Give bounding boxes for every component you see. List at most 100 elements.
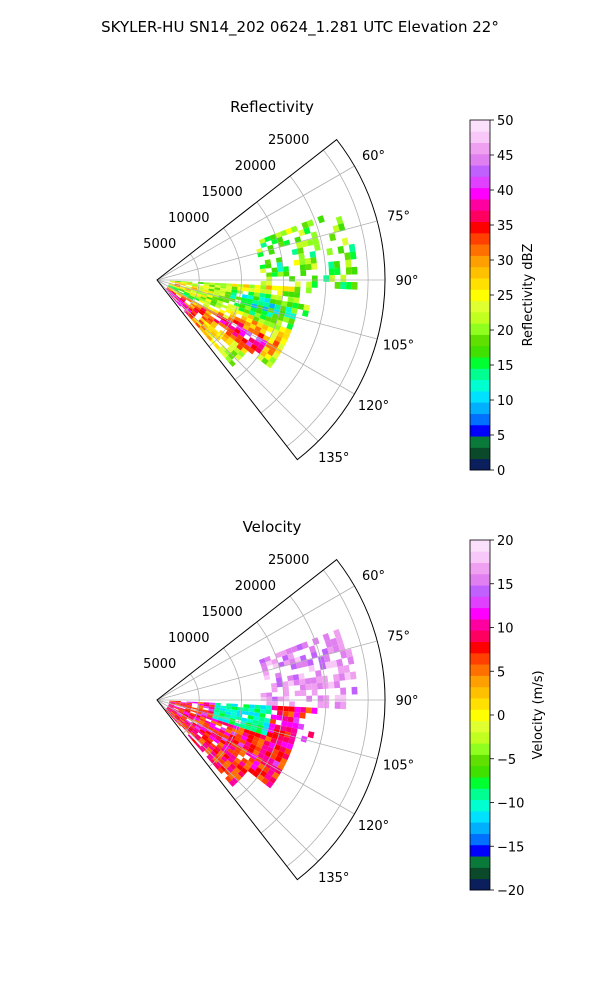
echo-cell	[235, 733, 243, 739]
echo-cell	[210, 750, 217, 757]
colorbar-segment	[470, 720, 490, 733]
echo-cell	[236, 290, 243, 295]
echo-cell	[243, 764, 251, 771]
echo-cell	[337, 245, 345, 254]
echo-cell	[208, 752, 215, 760]
echo-cell	[349, 671, 357, 680]
echo-cell	[173, 707, 180, 711]
echo-cell	[280, 720, 288, 727]
echo-cell	[290, 727, 298, 735]
echo-cell	[268, 303, 276, 309]
echo-cell	[248, 711, 255, 717]
colorbar-segment	[470, 540, 490, 552]
echo-cell	[288, 706, 295, 713]
echo-cell	[247, 715, 254, 720]
echo-cell	[180, 702, 187, 704]
echo-cell	[235, 716, 242, 721]
echo-cell	[189, 713, 195, 718]
echo-cell	[169, 281, 176, 283]
echo-cell	[270, 317, 278, 325]
echo-cell	[191, 318, 197, 324]
echo-cell	[250, 763, 258, 771]
echo-cell	[174, 296, 179, 301]
echo-cell	[203, 284, 210, 287]
echo-cell	[222, 324, 230, 331]
echo-cell	[183, 721, 190, 727]
colorbar-segment	[470, 334, 490, 347]
echo-cell	[226, 283, 233, 287]
echo-cell	[167, 705, 174, 709]
colorbar-segment	[470, 311, 490, 324]
range-ring	[182, 253, 200, 314]
echo-cell	[265, 709, 272, 715]
echo-cell	[275, 299, 282, 306]
echo-cell	[292, 722, 299, 729]
colorbar-segment	[470, 731, 490, 744]
echo-cell	[268, 356, 277, 365]
echo-cell	[196, 320, 203, 327]
echo-cell	[217, 347, 225, 354]
echo-cell	[340, 694, 347, 702]
echo-cell	[268, 322, 276, 329]
echo-cell	[241, 294, 249, 299]
echo-cell	[271, 771, 280, 780]
echo-cell	[225, 291, 232, 296]
echo-cell	[168, 713, 174, 719]
colorbar-tick-label: 0	[497, 464, 505, 479]
echo-cell	[254, 708, 261, 714]
echo-cell	[231, 289, 238, 294]
echo-cell	[304, 677, 312, 685]
colorbar-label: Reflectivity dBZ	[521, 244, 536, 347]
echo-cell	[260, 281, 267, 286]
echo-cell	[221, 351, 229, 359]
echo-cell	[200, 744, 207, 751]
echo-cell	[228, 772, 235, 780]
echo-cell	[259, 748, 267, 755]
echo-cell	[335, 215, 344, 225]
echo-cell	[300, 690, 307, 696]
echo-cell	[206, 746, 213, 753]
echo-cell	[172, 717, 178, 723]
echo-cell	[200, 714, 207, 719]
echo-cell	[232, 739, 240, 746]
colorbar-segment	[470, 368, 490, 381]
echo-cell	[264, 655, 272, 663]
echo-cell	[224, 293, 231, 298]
echo-cell	[298, 673, 305, 680]
echo-cell	[176, 712, 183, 717]
echo-cell	[220, 283, 227, 287]
echo-cell	[201, 292, 208, 297]
echo-cell	[168, 703, 175, 706]
colorbar-segment	[470, 153, 490, 166]
echo-cell	[264, 750, 272, 758]
echo-cell	[241, 297, 248, 303]
echo-cell	[218, 749, 226, 756]
echo-cell	[259, 289, 267, 294]
echo-cell	[238, 307, 245, 313]
colorbar-segment	[470, 413, 490, 426]
echo-cell	[173, 286, 180, 290]
echo-cell	[237, 321, 245, 328]
echo-cell	[182, 723, 188, 729]
colorbar-tick-label: −10	[497, 797, 524, 812]
colorbar-segment	[470, 777, 490, 789]
echo-cell	[191, 730, 198, 736]
echo-cell	[276, 290, 284, 296]
echo-cell	[344, 672, 351, 681]
echo-cell	[328, 261, 335, 269]
echo-cell	[233, 346, 241, 354]
azimuth-tick-label: 105°	[383, 759, 414, 774]
echo-cell	[222, 734, 230, 740]
echo-cell	[280, 300, 288, 307]
echo-cell	[218, 758, 226, 765]
echo-cell	[264, 717, 271, 724]
echo-cell	[225, 728, 232, 734]
range-tick-label: 20000	[235, 579, 276, 594]
echo-cell	[298, 229, 306, 237]
colorbar-segment	[470, 596, 490, 609]
echo-cell	[198, 326, 205, 333]
colorbar-tick-label: 5	[497, 429, 505, 444]
echo-cell	[264, 235, 272, 243]
echo-cell	[190, 291, 196, 295]
echo-cell	[203, 702, 210, 705]
